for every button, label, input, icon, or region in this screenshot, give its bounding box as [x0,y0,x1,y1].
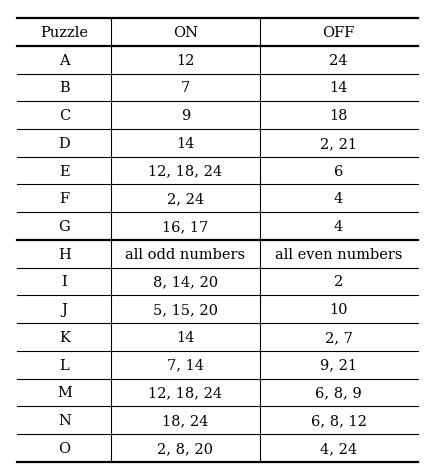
Text: H: H [58,247,71,261]
Text: all odd numbers: all odd numbers [125,247,245,261]
Text: J: J [61,303,67,317]
Text: 4: 4 [333,192,342,206]
Text: 7: 7 [181,81,190,95]
Text: 6, 8, 12: 6, 8, 12 [310,413,366,427]
Text: 14: 14 [176,137,194,150]
Text: 16, 17: 16, 17 [162,219,208,234]
Text: ON: ON [173,26,197,40]
Text: 12, 18, 24: 12, 18, 24 [148,386,222,399]
Text: N: N [58,413,71,427]
Text: 6: 6 [333,164,342,178]
Text: G: G [59,219,70,234]
Text: Puzzle: Puzzle [40,26,88,40]
Text: K: K [59,330,70,344]
Text: 2, 8, 20: 2, 8, 20 [157,441,213,455]
Text: A: A [59,54,69,68]
Text: 12: 12 [176,54,194,68]
Text: 2, 7: 2, 7 [324,330,352,344]
Text: B: B [59,81,69,95]
Text: I: I [61,275,67,289]
Text: O: O [58,441,70,455]
Text: 18, 24: 18, 24 [162,413,208,427]
Text: 2, 21: 2, 21 [319,137,356,150]
Text: 2: 2 [333,275,342,289]
Text: 4: 4 [333,219,342,234]
Text: C: C [59,109,70,123]
Text: 12, 18, 24: 12, 18, 24 [148,164,222,178]
Text: F: F [59,192,69,206]
Text: all even numbers: all even numbers [274,247,401,261]
Text: 2, 24: 2, 24 [167,192,204,206]
Text: D: D [59,137,70,150]
Text: 4, 24: 4, 24 [319,441,356,455]
Text: 8, 14, 20: 8, 14, 20 [153,275,217,289]
Text: 9: 9 [181,109,190,123]
Text: 9, 21: 9, 21 [319,358,356,372]
Text: 6, 8, 9: 6, 8, 9 [315,386,361,399]
Text: 14: 14 [329,81,347,95]
Text: 14: 14 [176,330,194,344]
Text: 5, 15, 20: 5, 15, 20 [153,303,217,317]
Text: 18: 18 [329,109,347,123]
Text: 7, 14: 7, 14 [167,358,204,372]
Text: M: M [57,386,72,399]
Text: E: E [59,164,69,178]
Text: 10: 10 [329,303,347,317]
Text: OFF: OFF [322,26,354,40]
Text: L: L [59,358,69,372]
Text: 24: 24 [329,54,347,68]
